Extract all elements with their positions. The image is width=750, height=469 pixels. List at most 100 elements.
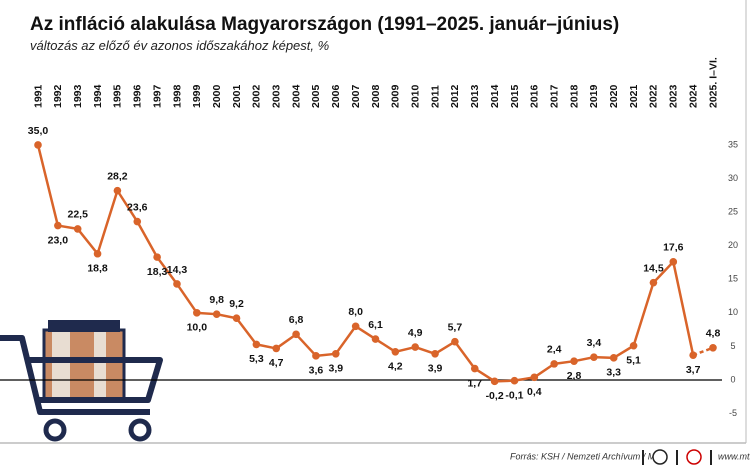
point xyxy=(232,314,241,323)
chart-subtitle: változás az előző év azonos időszakához … xyxy=(30,38,329,53)
y-tick-label: 0 xyxy=(730,374,735,384)
point xyxy=(649,278,658,287)
x-tick-label: 2003 xyxy=(271,84,283,108)
point xyxy=(212,310,221,318)
value-label: 28,2 xyxy=(107,170,128,182)
point xyxy=(252,340,261,349)
x-tick-label: 2020 xyxy=(608,84,620,108)
x-tick-label: 2012 xyxy=(449,84,461,108)
value-label: 0,4 xyxy=(527,386,542,398)
point xyxy=(411,343,420,351)
point xyxy=(34,141,42,149)
value-label: 1,7 xyxy=(467,377,482,389)
x-tick-label: 2014 xyxy=(489,84,501,108)
x-tick-label: 1991 xyxy=(32,84,44,108)
value-label: 5,1 xyxy=(626,355,641,367)
point xyxy=(451,337,459,346)
x-tick-label: 1997 xyxy=(151,84,163,108)
point xyxy=(312,352,320,360)
point xyxy=(570,357,578,365)
value-label: 22,5 xyxy=(67,209,88,221)
value-label: 3,9 xyxy=(328,363,343,375)
x-tick-label: 2022 xyxy=(648,84,660,108)
x-tick-label: 2005 xyxy=(310,84,322,108)
point xyxy=(490,377,499,386)
point xyxy=(73,225,82,233)
x-tick-label: 1996 xyxy=(132,84,144,108)
x-tick-label: 2016 xyxy=(529,84,541,108)
point xyxy=(113,186,122,195)
value-label: 5,3 xyxy=(249,353,264,365)
value-label: 23,0 xyxy=(48,234,69,246)
y-tick-label: 25 xyxy=(728,206,738,216)
value-label: 17,6 xyxy=(663,242,684,254)
point xyxy=(54,221,62,230)
point xyxy=(351,322,360,331)
value-label: 3,3 xyxy=(606,367,621,379)
chart-title: Az infláció alakulása Magyarországon (19… xyxy=(30,14,619,35)
value-label: 4,8 xyxy=(706,328,721,340)
value-label: 3,4 xyxy=(587,337,602,349)
x-tick-label: 1993 xyxy=(72,84,84,108)
value-label: 2,4 xyxy=(547,344,562,356)
value-label: 10,0 xyxy=(187,322,208,334)
x-tick-label: 1998 xyxy=(171,84,183,108)
point xyxy=(669,258,678,266)
value-label: 4,7 xyxy=(269,357,284,369)
x-tick-label: 2015 xyxy=(509,84,521,108)
y-tick-label: 15 xyxy=(728,274,738,284)
x-tick-label: 2008 xyxy=(370,84,382,108)
x-tick-label: 1995 xyxy=(112,84,124,108)
value-label: 14,5 xyxy=(643,262,664,274)
value-label: 8,0 xyxy=(348,306,363,318)
x-tick-label: 2011 xyxy=(429,85,441,108)
value-label: 23,6 xyxy=(127,201,148,213)
x-tick-label: 2023 xyxy=(668,84,680,108)
point xyxy=(193,309,201,317)
point xyxy=(331,350,340,358)
point xyxy=(173,280,181,288)
value-label: 2,8 xyxy=(567,370,582,382)
x-tick-label: 2018 xyxy=(568,84,580,108)
point xyxy=(629,341,638,350)
point xyxy=(153,253,161,261)
x-tick-label: 1994 xyxy=(92,84,104,108)
point xyxy=(470,364,479,373)
value-label: -0,1 xyxy=(505,389,523,401)
x-tick-label: 2025. I–VI. xyxy=(707,57,719,108)
x-tick-label: 2004 xyxy=(290,84,302,108)
x-tick-label: 2007 xyxy=(350,84,362,108)
value-label: 6,8 xyxy=(289,314,304,326)
logos xyxy=(642,449,712,465)
x-tick-label: 2000 xyxy=(211,84,223,108)
value-label: 9,2 xyxy=(229,298,244,310)
source: Forrás: KSH / Nemzeti Archívum / MTI xyxy=(510,451,664,461)
x-tick-label: 2013 xyxy=(469,84,481,108)
line xyxy=(36,144,695,383)
point xyxy=(510,376,519,385)
value-label: 4,9 xyxy=(408,327,423,339)
value-label: 9,8 xyxy=(209,294,224,306)
point xyxy=(371,335,380,343)
point xyxy=(431,350,439,358)
x-tick-label: 1992 xyxy=(52,84,64,108)
point xyxy=(609,354,618,362)
value-label: 3,6 xyxy=(309,365,324,377)
y-tick-label: 30 xyxy=(728,173,738,183)
point xyxy=(292,330,300,339)
y-tick-label: 10 xyxy=(728,307,738,317)
x-tick-label: 1999 xyxy=(191,84,203,108)
x-tick-label: 2009 xyxy=(390,84,402,108)
value-label: -0,2 xyxy=(486,390,504,402)
value-label: 14,3 xyxy=(167,264,188,276)
x-tick-label: 2001 xyxy=(231,84,243,108)
value-label: 3,7 xyxy=(686,364,701,376)
website: www.mti.hu xyxy=(718,451,750,461)
y-tick-label: 5 xyxy=(730,341,735,351)
value-label: 3,9 xyxy=(428,363,443,375)
point xyxy=(709,343,717,352)
x-tick-label: 2010 xyxy=(409,84,421,108)
point xyxy=(133,217,142,226)
y-tick-label: 20 xyxy=(728,240,738,250)
